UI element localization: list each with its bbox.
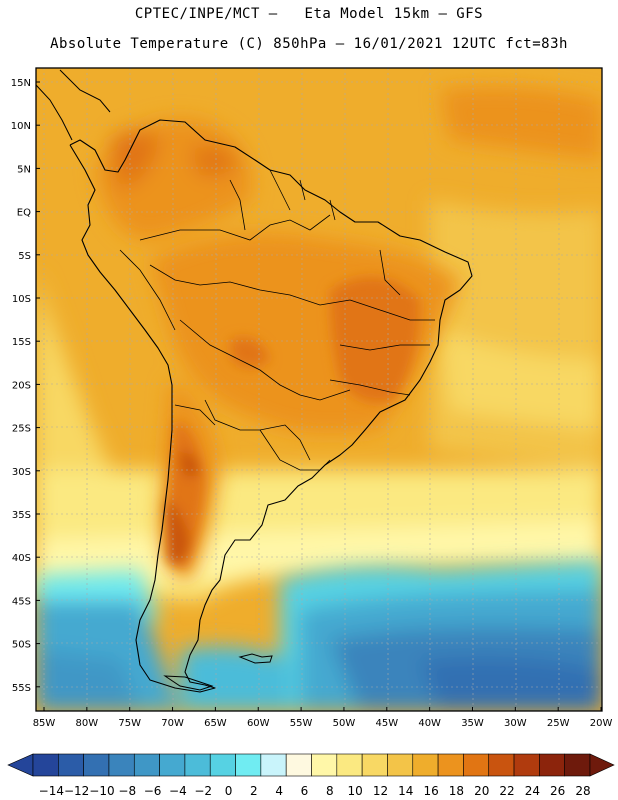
colorbar-swatch bbox=[32, 753, 59, 777]
colorbar-label: 10 bbox=[347, 784, 362, 798]
longitude-axis: 85W 80W 75W 70W 65W 60W 55W 50W 45W 40W 35W 30W 25W 2… bbox=[33, 707, 613, 729]
colorbar-swatch bbox=[285, 753, 312, 777]
colorbar-swatch bbox=[235, 753, 262, 777]
colorbar-label: 22 bbox=[499, 784, 514, 798]
lat-tick-label: 25S bbox=[12, 424, 31, 435]
lat-tick-label: 40S bbox=[12, 553, 31, 564]
lat-lon-grid bbox=[36, 68, 602, 711]
lon-tick-label: 35W bbox=[461, 718, 484, 729]
lat-tick-label: 20S bbox=[12, 380, 31, 391]
colorbar-swatch bbox=[412, 753, 439, 777]
lon-tick-label: 80W bbox=[76, 718, 99, 729]
lat-tick-label: 5N bbox=[17, 164, 31, 175]
lat-tick-label: 10S bbox=[12, 294, 31, 305]
colorbar-label: 14 bbox=[398, 784, 413, 798]
latitude-axis: 15N 10N 5N EQ 5S 10S 15S 20S 25S 30S 35S 40S 45S 50S 5… bbox=[11, 78, 40, 694]
lon-tick-label: 85W bbox=[33, 718, 56, 729]
colorbar-swatch bbox=[437, 753, 464, 777]
colorbar-swatch bbox=[108, 753, 135, 777]
lat-tick-label: 5S bbox=[18, 251, 31, 262]
colorbar-label: 28 bbox=[575, 784, 590, 798]
colorbar-label: −2 bbox=[194, 784, 212, 798]
colorbar-label: −14 bbox=[39, 784, 64, 798]
lon-tick-label: 30W bbox=[504, 718, 527, 729]
colorbar-label: −6 bbox=[144, 784, 162, 798]
colorbar-label: −8 bbox=[118, 784, 136, 798]
colorbar-swatch bbox=[209, 753, 236, 777]
tierra-del-fuego bbox=[163, 675, 214, 691]
colorbar-swatch bbox=[361, 753, 388, 777]
colorbar-over-arrow bbox=[589, 753, 615, 777]
lat-tick-label: 15N bbox=[11, 78, 31, 89]
colorbar-label: −12 bbox=[64, 784, 89, 798]
colorbar-label: 24 bbox=[525, 784, 540, 798]
colorbar-label: −4 bbox=[169, 784, 187, 798]
central-america-coastline bbox=[36, 69, 111, 141]
colorbar-swatch bbox=[260, 753, 287, 777]
lon-tick-label: 40W bbox=[418, 718, 441, 729]
lat-tick-label: 15S bbox=[12, 337, 31, 348]
lon-tick-label: 55W bbox=[290, 718, 313, 729]
lon-tick-label: 60W bbox=[247, 718, 270, 729]
lat-tick-label: 35S bbox=[12, 510, 31, 521]
temperature-field bbox=[36, 68, 602, 711]
colorbar-swatch bbox=[387, 753, 414, 777]
colorbar-label: 26 bbox=[550, 784, 565, 798]
colorbar-swatch bbox=[159, 753, 186, 777]
lat-tick-label: EQ bbox=[17, 208, 31, 219]
temperature-map: 15N 10N 5N EQ 5S 10S 15S 20S 25S 30S 35S 40S 45S 50S 5… bbox=[7, 67, 615, 798]
country-borders bbox=[119, 169, 435, 471]
lon-tick-label: 75W bbox=[118, 718, 141, 729]
colorbar-label: 0 bbox=[225, 784, 233, 798]
colorbar-label: 16 bbox=[423, 784, 438, 798]
colorbar-under-arrow bbox=[7, 753, 34, 777]
colorbar-swatch bbox=[463, 753, 490, 777]
title-line-2: Absolute Temperature (C) 850hPa – 16/01/… bbox=[50, 36, 568, 52]
colorbar-label: 8 bbox=[326, 784, 334, 798]
lon-tick-label: 25W bbox=[547, 718, 570, 729]
colorbar-swatch bbox=[58, 753, 84, 777]
lat-tick-label: 50S bbox=[12, 640, 31, 651]
colorbar-label: 6 bbox=[301, 784, 309, 798]
colorbar-swatch bbox=[311, 753, 338, 777]
map-frame bbox=[35, 67, 603, 712]
colorbar-swatch bbox=[133, 753, 160, 777]
lon-tick-label: 20W bbox=[590, 718, 613, 729]
lon-tick-label: 70W bbox=[161, 718, 184, 729]
colorbar-label: 12 bbox=[373, 784, 388, 798]
lon-tick-label: 45W bbox=[375, 718, 398, 729]
title-line-1: CPTEC/INPE/MCT – Eta Model 15km – GFS bbox=[134, 6, 484, 22]
lon-tick-label: 65W bbox=[204, 718, 227, 729]
colorbar-swatch bbox=[539, 753, 565, 777]
colorbar: −14 −12 −10 −8 −6 −4 −2 0 2 4 6 8 10 12 14 16 18 20 22 24 26… bbox=[7, 753, 615, 798]
colorbar-label: 4 bbox=[275, 784, 283, 798]
colorbar-label: 18 bbox=[449, 784, 464, 798]
lat-tick-label: 55S bbox=[12, 683, 31, 694]
colorbar-swatch bbox=[564, 753, 591, 777]
colorbar-label: 2 bbox=[250, 784, 258, 798]
colorbar-swatch bbox=[184, 753, 211, 777]
colorbar-swatch bbox=[488, 753, 515, 777]
colorbar-label: −10 bbox=[89, 784, 114, 798]
lon-tick-label: 50W bbox=[333, 718, 356, 729]
lat-tick-label: 10N bbox=[11, 121, 31, 132]
colorbar-swatch bbox=[83, 753, 110, 777]
colorbar-label: 20 bbox=[474, 784, 489, 798]
falkland-islands bbox=[238, 653, 273, 664]
lat-tick-label: 45S bbox=[12, 596, 31, 607]
lat-tick-label: 30S bbox=[12, 467, 31, 478]
colorbar-swatch bbox=[336, 753, 363, 777]
colorbar-swatch bbox=[513, 753, 540, 777]
south-america-coastline bbox=[69, 119, 473, 693]
